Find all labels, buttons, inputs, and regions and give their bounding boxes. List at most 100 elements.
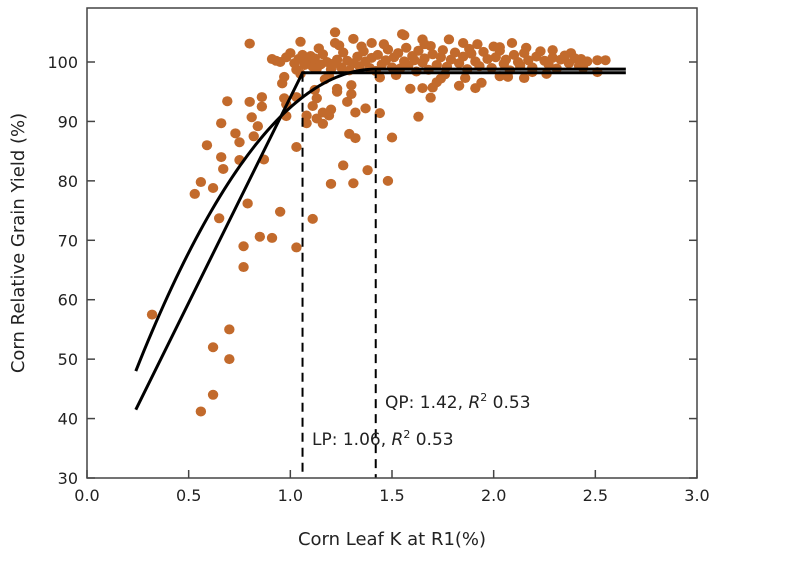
data-point <box>224 354 235 365</box>
data-point <box>482 54 493 65</box>
data-point <box>405 83 416 94</box>
data-point <box>409 55 420 66</box>
data-point <box>246 112 257 123</box>
data-point <box>277 78 288 89</box>
data-point <box>244 96 255 107</box>
data-point <box>307 213 318 224</box>
data-point <box>207 342 219 353</box>
data-point <box>274 206 286 217</box>
data-point <box>392 48 404 59</box>
x-axis-label: Corn Leaf K at R1(%) <box>298 529 486 550</box>
y-tick-label: 80 <box>58 172 78 191</box>
data-point <box>285 48 296 59</box>
data-point <box>521 42 532 53</box>
data-point <box>346 80 357 91</box>
data-point <box>333 40 345 51</box>
data-point <box>335 62 347 73</box>
data-point <box>374 108 385 119</box>
data-point <box>472 39 483 50</box>
data-point <box>244 38 255 49</box>
axis-ticks: 30 40 50 60 70 80 90 100 0.0 0.5 1.0 1.5 2.0 2.5 3.0 <box>47 53 709 505</box>
x-tick-label: 2.5 <box>583 486 608 505</box>
annotation-lp: LP: 1.06, R2 0.53 <box>312 428 454 450</box>
data-point <box>213 213 225 224</box>
data-point <box>329 27 341 38</box>
data-point <box>350 107 361 118</box>
data-point <box>291 141 302 152</box>
data-point <box>386 132 398 143</box>
data-point <box>222 96 233 107</box>
x-tick-label: 2.0 <box>481 486 506 505</box>
data-point <box>425 40 436 51</box>
data-point <box>238 241 249 252</box>
data-point <box>317 118 329 129</box>
plot-marks <box>134 27 626 478</box>
data-point <box>234 137 245 148</box>
data-point <box>401 42 412 53</box>
data-point <box>291 242 302 253</box>
data-point <box>216 118 227 129</box>
data-point <box>216 152 227 163</box>
data-point <box>207 182 219 193</box>
data-point <box>600 55 611 66</box>
data-point <box>348 33 359 44</box>
data-point <box>346 89 357 100</box>
data-point <box>256 92 268 103</box>
data-point <box>425 92 436 103</box>
data-point <box>476 77 487 88</box>
data-point <box>488 41 499 52</box>
data-point <box>230 128 241 139</box>
y-tick-label: 90 <box>58 112 78 131</box>
x-tick-label: 3.0 <box>684 486 709 505</box>
data-point <box>146 309 158 320</box>
y-tick-label: 50 <box>58 350 78 369</box>
data-point <box>372 49 383 60</box>
data-point <box>224 324 235 335</box>
data-point <box>431 59 442 70</box>
data-point <box>360 103 371 114</box>
data-point <box>342 96 353 107</box>
data-point <box>453 80 465 91</box>
x-tick-label: 0.0 <box>74 486 99 505</box>
data-point <box>189 188 200 199</box>
y-tick-label: 60 <box>58 291 78 310</box>
data-point <box>195 177 207 188</box>
data-point <box>457 51 469 62</box>
x-tick-label: 0.5 <box>176 486 201 505</box>
data-point <box>307 100 318 111</box>
data-point <box>500 54 512 65</box>
data-point <box>518 73 530 84</box>
y-tick-label: 100 <box>47 53 78 72</box>
data-point <box>311 93 322 104</box>
data-point <box>437 45 449 56</box>
data-point <box>382 175 394 186</box>
data-point <box>559 50 571 61</box>
data-point <box>301 118 312 129</box>
data-point <box>338 160 349 171</box>
y-tick-label: 40 <box>58 410 78 429</box>
data-point <box>413 45 424 56</box>
data-point <box>266 232 278 243</box>
data-point <box>547 45 558 56</box>
data-point <box>350 133 361 144</box>
data-point <box>295 36 306 47</box>
data-point <box>460 73 471 84</box>
data-point <box>464 43 475 54</box>
data-point <box>207 389 219 400</box>
data-point <box>218 163 229 174</box>
data-point <box>419 53 430 64</box>
data-point <box>427 49 438 60</box>
data-point <box>413 111 424 122</box>
data-point <box>270 55 282 66</box>
annotation-qp: QP: 1.42, R2 0.53 <box>385 391 531 413</box>
data-point <box>256 101 268 112</box>
data-point <box>506 37 518 48</box>
data-point <box>331 54 343 65</box>
data-point <box>348 178 359 189</box>
data-point <box>443 34 455 45</box>
y-tick-label: 70 <box>58 231 78 250</box>
data-point <box>502 71 514 82</box>
data-point <box>252 121 263 132</box>
data-point <box>313 43 324 54</box>
